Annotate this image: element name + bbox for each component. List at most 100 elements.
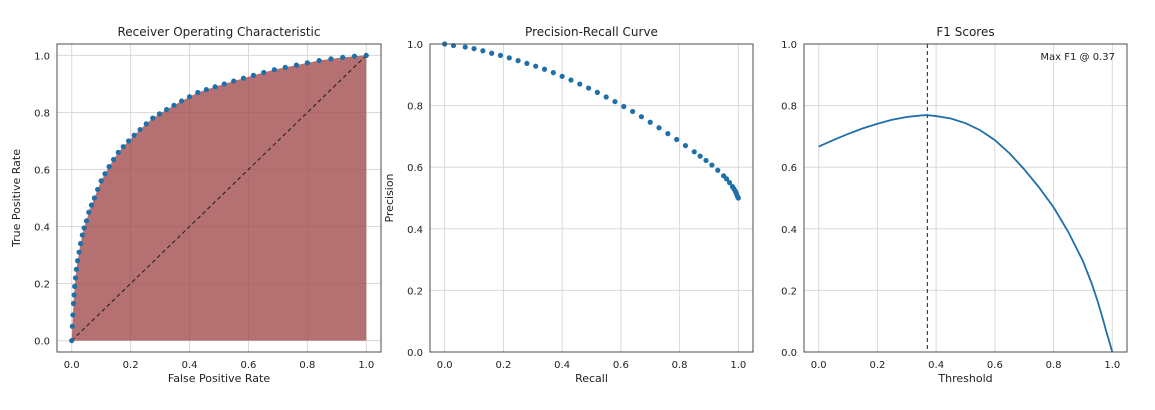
panel-2: 0.0 0.2 0.4 0.6 0.8 1.0 0.0 0.2 0.4 0.6 0.8 1.0 Prec… (383, 25, 754, 385)
data-point (70, 312, 76, 318)
x-tick-label: 0.0 (437, 360, 453, 371)
data-point (106, 164, 112, 170)
axes-frame (56, 43, 382, 353)
data-point (110, 156, 117, 163)
y-tick-label: 0.2 (34, 280, 50, 291)
data-point (471, 46, 477, 52)
chart-title: Precision-Recall Curve (525, 25, 658, 39)
data-point (541, 66, 548, 72)
max-f1-annotation: Max F1 @ 0.37 (1040, 52, 1115, 63)
x-tick-label: 0.2 (123, 360, 139, 371)
data-point (73, 266, 80, 272)
x-tick-label: 0.2 (495, 360, 511, 371)
data-point (612, 98, 618, 105)
data-point (143, 121, 149, 127)
y-tick-label: 0.6 (34, 165, 50, 176)
data-point (115, 149, 121, 155)
x-tick-label: 0.4 (928, 360, 944, 371)
data-point (340, 54, 346, 61)
x-tick-label: 0.4 (182, 360, 198, 371)
data-point (95, 186, 101, 193)
data-point (691, 149, 697, 155)
x-tick-label: 0.8 (672, 360, 688, 371)
x-tick-label: 0.0 (811, 360, 827, 371)
data-point (77, 241, 84, 247)
data-point (72, 275, 79, 281)
data-point (231, 78, 237, 84)
data-point (131, 132, 137, 138)
data-point (70, 300, 77, 307)
data-point (261, 69, 267, 76)
y-tick-label: 0.8 (34, 108, 50, 119)
y-axis-label: True Positive Rate (10, 149, 23, 248)
y-tick-label: 0.4 (34, 223, 50, 234)
data-point (515, 58, 521, 64)
data-point (212, 84, 218, 90)
data-point (585, 85, 592, 91)
data-point (506, 55, 512, 61)
data-point (72, 283, 78, 290)
y-tick-label: 0.8 (781, 102, 797, 113)
data-point (102, 171, 108, 177)
x-tick-label: 1.0 (1104, 360, 1120, 371)
y-tick-label: 1.0 (34, 51, 50, 62)
x-tick-label: 0.6 (987, 360, 1003, 371)
data-point (203, 87, 209, 93)
data-point (630, 108, 636, 115)
data-point (69, 337, 75, 344)
data-point (480, 48, 486, 54)
data-point (638, 114, 645, 120)
y-tick-label: 0.2 (407, 286, 423, 297)
data-point (250, 72, 257, 78)
data-point (603, 94, 609, 100)
data-point (363, 52, 369, 59)
data-point (533, 63, 539, 69)
y-tick-label: 0.2 (781, 286, 797, 297)
x-axis-label: Recall (575, 372, 608, 385)
y-tick-label: 0.6 (781, 163, 797, 174)
data-point (524, 60, 530, 67)
chart-title: F1 Scores (936, 25, 994, 39)
data-point (316, 57, 322, 64)
data-point (715, 167, 721, 173)
data-point (282, 64, 288, 70)
x-tick-label: 0.6 (613, 360, 629, 371)
data-point (271, 67, 277, 73)
data-point (71, 292, 77, 298)
axes-frame (803, 43, 1128, 353)
data-point (120, 144, 126, 150)
data-point (462, 44, 468, 50)
data-point (69, 323, 75, 329)
data-point (137, 126, 143, 133)
y-tick-label: 0.4 (407, 225, 423, 236)
data-point (86, 209, 92, 215)
data-point (709, 162, 715, 168)
f1-curve-line (818, 114, 1114, 353)
data-point (178, 98, 185, 104)
data-point (726, 180, 733, 186)
data-point (723, 176, 730, 182)
data-point (594, 89, 600, 95)
data-point (682, 143, 689, 149)
x-tick-label: 0.2 (869, 360, 885, 371)
data-point (621, 103, 627, 110)
data-point (577, 81, 583, 87)
y-tick-label: 0.0 (407, 348, 423, 359)
plot-area (804, 44, 1127, 352)
axes-frame (429, 43, 754, 353)
x-tick-label: 0.6 (241, 360, 257, 371)
y-tick-label: 0.8 (407, 102, 423, 113)
data-point (79, 232, 85, 238)
data-point (240, 75, 247, 81)
data-point (76, 249, 82, 255)
y-axis-label: Precision (383, 173, 396, 222)
diagonal-line (71, 55, 367, 341)
data-point (665, 131, 671, 137)
plot-area (430, 44, 753, 352)
data-point (156, 111, 163, 117)
data-point (674, 136, 680, 143)
x-tick-label: 0.4 (554, 360, 570, 371)
chart-title: Receiver Operating Characteristic (117, 25, 320, 39)
data-point (489, 50, 495, 56)
